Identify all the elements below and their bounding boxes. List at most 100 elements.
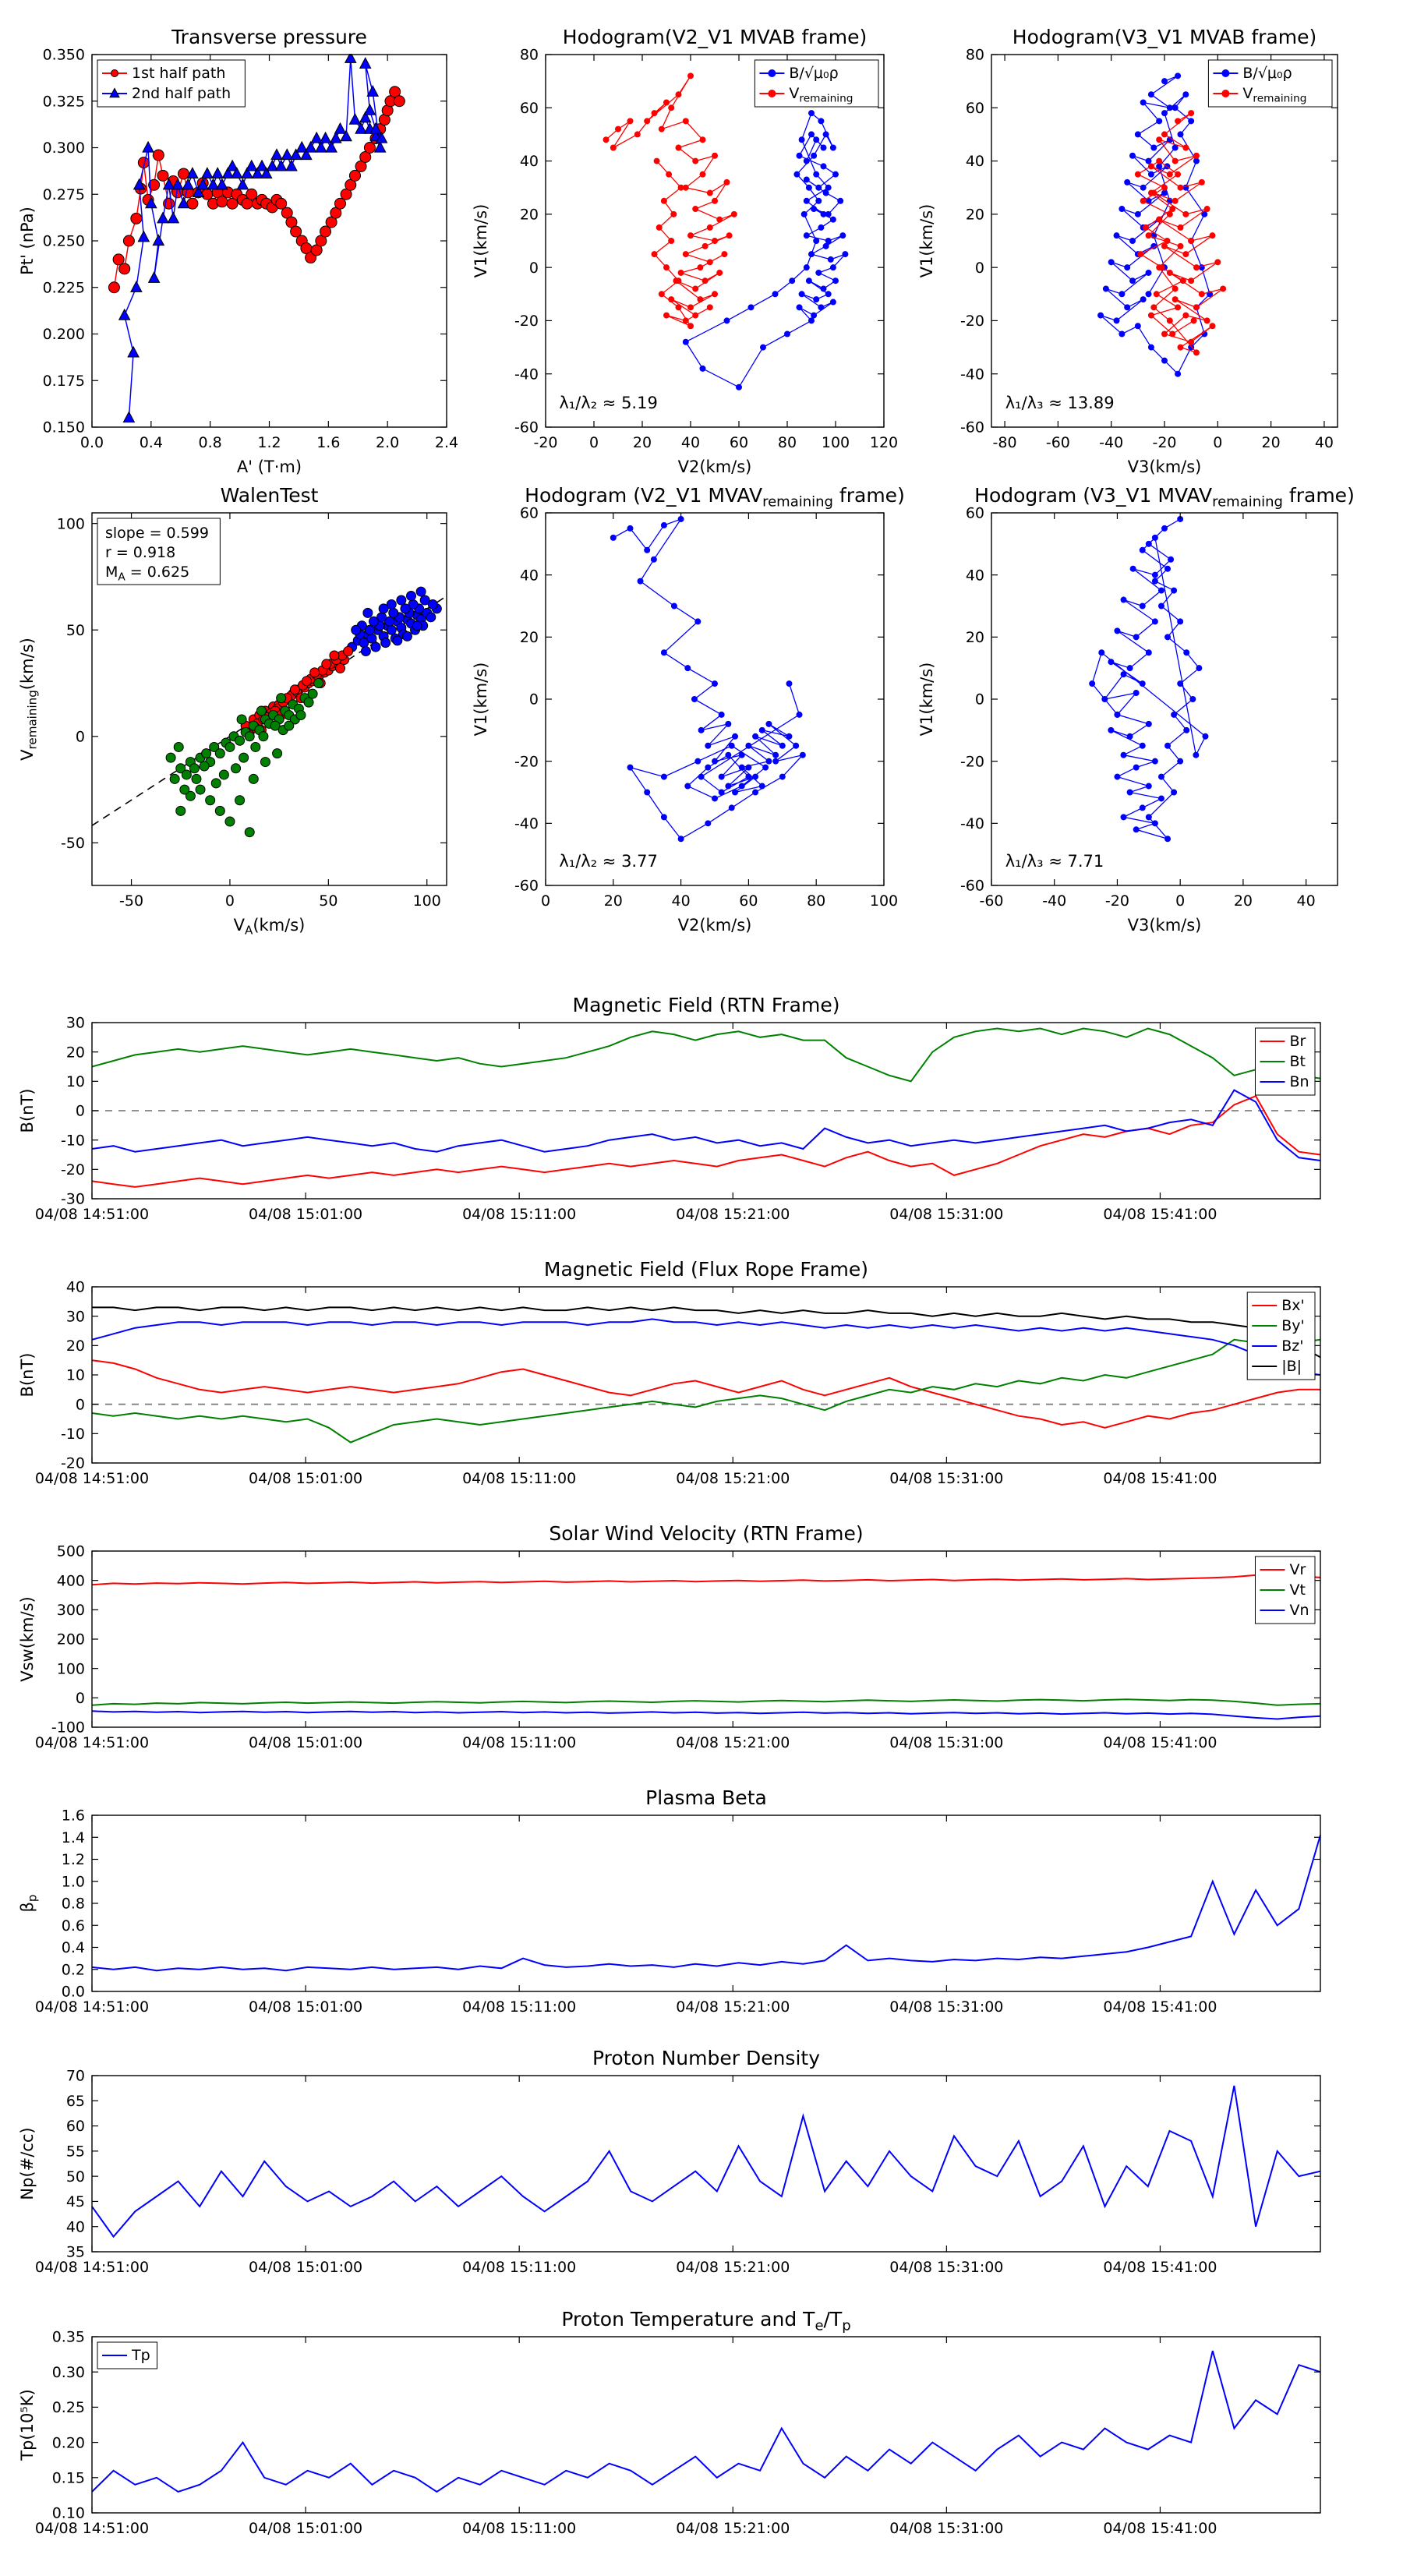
y-tick-label: 0.2 xyxy=(62,1961,85,1978)
legend-label: By' xyxy=(1281,1317,1305,1334)
y-tick-label: -40 xyxy=(960,366,984,383)
triangle-marker xyxy=(109,87,120,98)
circle-marker xyxy=(668,238,675,244)
triangle-marker xyxy=(130,280,143,292)
circle-marker xyxy=(798,291,805,298)
panel-title: Magnetic Field (RTN Frame) xyxy=(573,994,840,1016)
triangle-marker xyxy=(359,57,372,69)
legend-label: Bz' xyxy=(1281,1337,1303,1355)
series-Tp xyxy=(91,2350,1321,2493)
circle-marker xyxy=(705,742,712,749)
x-tick-label: 0 xyxy=(541,892,550,910)
circle-marker xyxy=(813,171,820,178)
x-tick-label: -20 xyxy=(533,434,557,451)
circle-marker xyxy=(745,764,752,771)
series-Bt xyxy=(91,1027,1321,1083)
circle-marker xyxy=(1150,304,1157,311)
circle-marker xyxy=(1156,157,1163,164)
circle-marker xyxy=(1166,210,1173,217)
circle-marker xyxy=(384,616,395,627)
circle-marker xyxy=(656,224,663,231)
circle-marker xyxy=(1101,696,1108,702)
circle-marker xyxy=(747,304,755,311)
legend-label: B/√μ₀ρ xyxy=(789,65,838,82)
circle-marker xyxy=(1113,317,1120,324)
panel-transverse-pressure: 0.0 0.4 0.8 1.2 1.6 2.0 2.4 0.150 0.175 0.200 0.22… xyxy=(18,26,458,476)
circle-marker xyxy=(201,748,212,759)
circle-marker xyxy=(1183,726,1190,733)
x-tick-label: -80 xyxy=(993,434,1017,451)
circle-marker xyxy=(218,769,229,780)
circle-marker xyxy=(725,720,732,727)
circle-marker xyxy=(1188,118,1195,125)
legend-label: B/√μ₀ρ xyxy=(1242,65,1292,82)
circle-marker xyxy=(1151,618,1158,625)
x-tick-label: 04/08 14:51:00 xyxy=(35,1734,149,1751)
x-tick-label: 100 xyxy=(413,892,441,910)
circle-marker xyxy=(738,764,745,771)
circle-marker xyxy=(660,773,667,780)
circle-marker xyxy=(651,110,658,117)
x-axis-label: VA(km/s) xyxy=(234,916,306,938)
panel-walen-test: -50 0 50 100 -50 0 50 100 WalenTest VA(km/s) Vrema… xyxy=(18,484,447,938)
x-tick-label: 0.4 xyxy=(140,434,163,451)
circle-marker xyxy=(362,607,373,618)
circle-marker xyxy=(340,188,352,200)
panel-title: WalenTest xyxy=(221,484,319,507)
series-beta xyxy=(91,1835,1321,1972)
circle-marker xyxy=(258,731,269,742)
circle-marker xyxy=(1183,649,1190,656)
circle-marker xyxy=(1198,291,1205,298)
y-tick-label: 0 xyxy=(975,260,984,277)
circle-marker xyxy=(426,612,436,623)
circle-marker xyxy=(691,696,698,702)
triangle-marker xyxy=(207,178,220,190)
triangle-marker xyxy=(152,234,165,246)
circle-marker xyxy=(348,169,361,182)
circle-marker xyxy=(796,152,803,159)
panel-hodogram-v2v1-mvab: -20 0 20 40 60 80 100 120 -60 -40 -20 0 20 40 60 80 Hodo… xyxy=(472,26,898,476)
plot-area xyxy=(91,586,447,838)
circle-marker xyxy=(805,184,812,191)
y-tick-label: 0 xyxy=(76,1103,85,1120)
circle-marker xyxy=(663,99,670,106)
y-tick-label: 30 xyxy=(66,1015,85,1032)
circle-marker xyxy=(363,142,376,154)
triangle-marker xyxy=(375,131,388,143)
y-axis-label: βp xyxy=(18,1895,40,1913)
y-tick-label: 0.35 xyxy=(52,2329,85,2346)
triangle-marker xyxy=(340,129,352,142)
circle-marker xyxy=(1151,571,1158,578)
axes-frame xyxy=(91,2336,1321,2514)
circle-marker xyxy=(122,235,135,247)
circle-marker xyxy=(1145,814,1152,821)
circle-marker xyxy=(112,253,125,266)
circle-marker xyxy=(603,136,610,143)
circle-marker xyxy=(320,225,332,238)
x-tick-label: 100 xyxy=(870,892,898,910)
circle-marker xyxy=(378,603,389,614)
series-|B| xyxy=(92,1306,1321,1359)
circle-marker xyxy=(818,304,825,311)
y-tick-label: -40 xyxy=(514,815,539,832)
circle-marker xyxy=(768,90,776,97)
x-tick-label: -60 xyxy=(979,892,1003,910)
circle-marker xyxy=(1172,104,1179,111)
triangle-marker xyxy=(133,178,146,190)
circle-marker xyxy=(1137,251,1144,258)
circle-marker xyxy=(250,741,261,752)
circle-marker xyxy=(1203,206,1210,213)
circle-marker xyxy=(189,763,200,774)
circle-marker xyxy=(1177,680,1184,687)
circle-marker xyxy=(152,149,164,161)
circle-marker xyxy=(697,296,704,303)
panel-title: Hodogram(V2_V1 MVAB frame) xyxy=(563,26,867,48)
x-tick-label: 80 xyxy=(807,892,825,910)
circle-marker xyxy=(1164,836,1172,843)
circle-marker xyxy=(822,242,829,249)
circle-marker xyxy=(1161,78,1168,85)
circle-marker xyxy=(1177,131,1184,138)
circle-marker xyxy=(1175,72,1182,80)
circle-marker xyxy=(1175,171,1182,178)
